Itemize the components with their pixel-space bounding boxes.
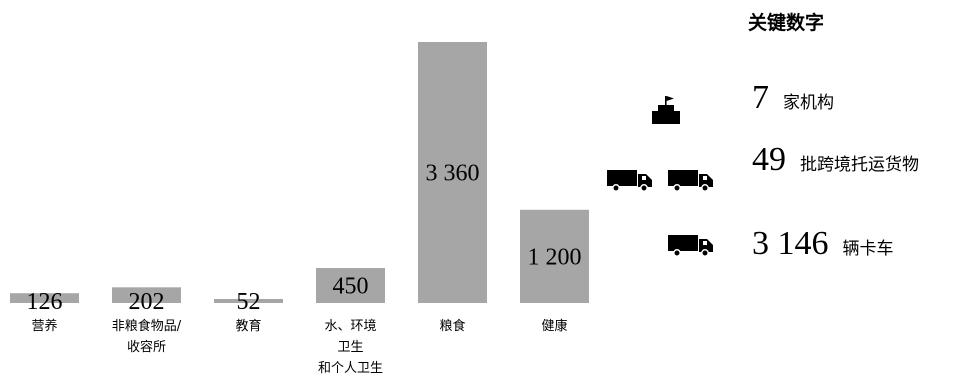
category-label: 卫生 — [337, 340, 363, 355]
key-figure-number: 3 146 — [752, 225, 829, 262]
bar-value-label: 126 — [27, 289, 63, 315]
bar-0 — [10, 293, 79, 303]
key-figure-shipments: 49 批跨境托运货物 — [752, 141, 919, 179]
category-label: 教育 — [235, 318, 261, 334]
bar-value-label: 52 — [237, 289, 261, 315]
bar-value-label: 3 360 — [426, 161, 480, 187]
category-label: 健康 — [541, 318, 567, 334]
key-figure-number: 7 — [752, 79, 769, 116]
bar-4 — [418, 42, 487, 303]
key-figure-label: 家机构 — [783, 93, 834, 113]
bar-value-label: 202 — [129, 289, 165, 315]
key-figure-label: 批跨境托运货物 — [800, 155, 919, 175]
category-label: 非粮食物品/ — [112, 318, 182, 334]
key-figure-agencies: 7 家机构 — [752, 79, 834, 117]
category-label: 营养 — [31, 318, 57, 334]
category-label: 和个人卫生 — [318, 361, 383, 376]
key-figure-number: 49 — [752, 141, 786, 178]
bar-value-label: 450 — [333, 274, 369, 300]
key-figure-label: 辆卡车 — [842, 239, 894, 259]
bar-1 — [112, 287, 181, 303]
bar-2 — [214, 298, 283, 303]
category-label: 收容所 — [127, 339, 166, 355]
category-label: 粮食 — [439, 318, 465, 334]
key-figures-title: 关键数字 — [748, 12, 825, 34]
bar-5 — [520, 209, 589, 303]
truck-icon — [607, 170, 652, 192]
bar-3 — [316, 268, 385, 303]
category-label: 水、环境 — [324, 319, 376, 334]
key-figure-trucks: 3 146 辆卡车 — [752, 225, 894, 263]
truck-icon — [668, 170, 713, 192]
building-flag-icon — [652, 96, 680, 124]
truck-icon — [668, 235, 713, 257]
bar-value-label: 1 200 — [528, 244, 582, 270]
